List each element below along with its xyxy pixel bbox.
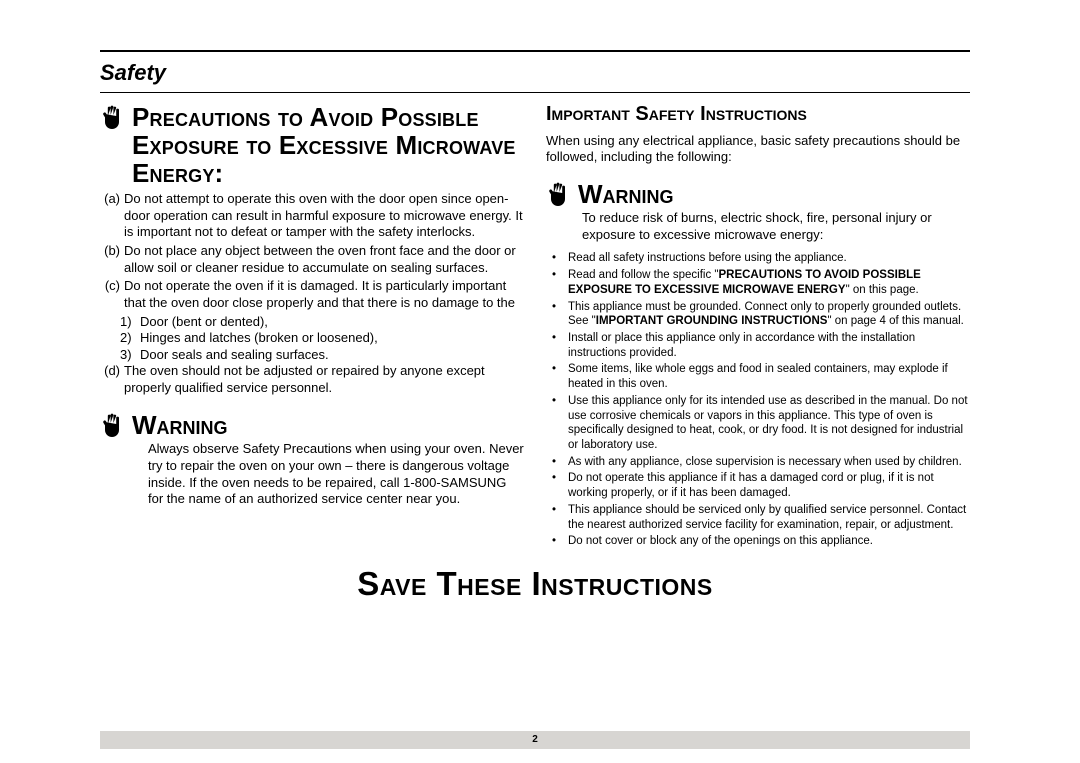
bullet-dot: • — [552, 268, 560, 297]
page-number: 2 — [532, 734, 538, 745]
bullet-text: Install or place this appliance only in … — [568, 331, 970, 360]
raised-hand-icon — [100, 411, 124, 439]
save-instructions: Save These Instructions — [100, 565, 970, 603]
warning-left-text: Warning — [132, 411, 228, 440]
raised-hand-icon — [100, 103, 124, 131]
bullet-dot: • — [552, 534, 560, 549]
precautions-heading: Precautions to Avoid Possible Exposure t… — [100, 103, 524, 187]
item-c1: 1)Door (bent or dented), — [100, 314, 524, 331]
item-c-intro: Do not operate the oven if it is damaged… — [124, 278, 524, 311]
warning-right-text: Warning — [578, 180, 674, 209]
item-d: (d) The oven should not be adjusted or r… — [100, 363, 524, 396]
item-c1-text: Door (bent or dented), — [140, 314, 268, 331]
bullet-text: As with any appliance, close supervision… — [568, 455, 962, 470]
bullet-text: Some items, like whole eggs and food in … — [568, 362, 970, 391]
bullet-item: • Install or place this appliance only in… — [552, 331, 970, 360]
raised-hand-icon — [546, 180, 570, 208]
important-safety-heading: Important Safety Instructions — [546, 103, 970, 129]
important-intro: When using any electrical appliance, bas… — [546, 133, 970, 166]
bullet-dot: • — [552, 503, 560, 532]
warning-left-heading: Warning — [100, 411, 524, 440]
bullet-text: Do not operate this appliance if it has … — [568, 471, 970, 500]
bullet-item: • Read and follow the specific "PRECAUTIO… — [552, 268, 970, 297]
lettered-list: (a) Do not attempt to operate this oven … — [100, 191, 524, 397]
bullet-text: Read all safety instructions before usin… — [568, 251, 847, 266]
bullet-text: Use this appliance only for its intended… — [568, 394, 970, 453]
bullet-text: Do not cover or block any of the opening… — [568, 534, 873, 549]
bullet-dot: • — [552, 362, 560, 391]
left-column: Precautions to Avoid Possible Exposure t… — [100, 103, 524, 551]
item-c2: 2)Hinges and latches (broken or loosened… — [100, 330, 524, 347]
bullet-list: • Read all safety instructions before usi… — [546, 251, 970, 549]
bullet-dot: • — [552, 251, 560, 266]
item-a-text: Do not attempt to operate this oven with… — [124, 191, 524, 241]
item-c3: 3)Door seals and sealing surfaces. — [100, 347, 524, 364]
warning-right-heading: Warning — [546, 180, 970, 209]
item-c2-text: Hinges and latches (broken or loosened), — [140, 330, 378, 347]
bullet-dot: • — [552, 394, 560, 453]
page-footer: 2 — [100, 731, 970, 749]
item-c3-text: Door seals and sealing surfaces. — [140, 347, 329, 364]
label-b: (b) — [100, 243, 120, 276]
bullet-item: • As with any appliance, close supervisio… — [552, 455, 970, 470]
label-c: (c) — [78, 278, 120, 311]
item-b: (b) Do not place any object between the … — [100, 243, 524, 276]
item-b-text: Do not place any object between the oven… — [124, 243, 524, 276]
bullet-dot: • — [552, 455, 560, 470]
warning-right-body: To reduce risk of burns, electric shock,… — [546, 210, 970, 243]
bullet-text: Read and follow the specific "PRECAUTION… — [568, 268, 970, 297]
bullet-item: • Do not cover or block any of the openin… — [552, 534, 970, 549]
label-d: (d) — [100, 363, 120, 396]
precautions-heading-text: Precautions to Avoid Possible Exposure t… — [132, 103, 524, 187]
bullet-item: • Some items, like whole eggs and food in… — [552, 362, 970, 391]
item-c: (c) Do not operate the oven if it is dam… — [78, 278, 524, 311]
item-a: (a) Do not attempt to operate this oven … — [100, 191, 524, 241]
bullet-item: •Use this appliance only for its intende… — [552, 394, 970, 453]
label-a: (a) — [100, 191, 120, 241]
item-d-text: The oven should not be adjusted or repai… — [124, 363, 524, 396]
bullet-item: • This appliance should be serviced only … — [552, 503, 970, 532]
bullet-dot: • — [552, 331, 560, 360]
bullet-item: • Read all safety instructions before usi… — [552, 251, 970, 266]
right-column: Important Safety Instructions When using… — [546, 103, 970, 551]
bullet-text: This appliance should be serviced only b… — [568, 503, 970, 532]
bullet-item: • This appliance must be grounded. Connec… — [552, 300, 970, 329]
bullet-dot: • — [552, 300, 560, 329]
two-column-layout: Precautions to Avoid Possible Exposure t… — [100, 103, 970, 551]
section-title: Safety — [100, 52, 970, 93]
bullet-text: This appliance must be grounded. Connect… — [568, 300, 970, 329]
warning-left-body: Always observe Safety Precautions when u… — [100, 441, 524, 508]
manual-page: Safety Precautions to Avoid Possible Exp… — [0, 0, 1080, 763]
bullet-dot: • — [552, 471, 560, 500]
bullet-item: • Do not operate this appliance if it has… — [552, 471, 970, 500]
